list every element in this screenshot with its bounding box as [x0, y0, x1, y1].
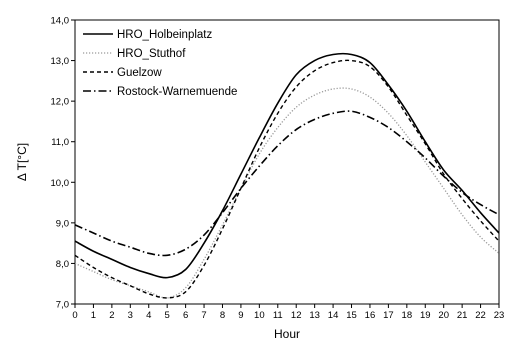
x-tick-label: 23	[494, 310, 505, 321]
x-tick-label: 14	[328, 310, 339, 321]
axis-ticks: 0 1 2 3 4 5 6 7 8 9 10 11 12 13 14 15 16 17 18 19 20 21 22 237,…	[51, 16, 505, 322]
legend-label: HRO_Stuthof	[117, 48, 186, 60]
x-tick-label: 18	[402, 310, 413, 321]
series-line-2	[74, 87, 500, 299]
y-tick-label: 12,0	[51, 97, 70, 108]
y-axis-label: Δ T[°C]	[15, 143, 29, 181]
x-tick-label: 12	[291, 310, 302, 321]
x-axis-label: Hour	[274, 327, 300, 339]
plot-frame	[74, 19, 500, 305]
legend: HRO_Holbeinplatz HRO_Stuthof Guelzow Rostoc…	[83, 29, 237, 98]
x-tick-label: 22	[475, 310, 486, 321]
x-tick-label: 1	[91, 310, 96, 321]
x-tick-label: 16	[365, 310, 376, 321]
y-tick-label: 7,0	[56, 300, 69, 311]
x-tick-label: 11	[273, 310, 283, 321]
x-tick-label: 19	[420, 310, 431, 321]
y-tick-label: 13,0	[51, 56, 70, 67]
x-tick-label: 21	[457, 310, 468, 321]
x-tick-label: 2	[109, 310, 114, 321]
x-tick-label: 4	[146, 310, 151, 321]
y-tick-label: 14,0	[51, 16, 70, 27]
legend-label: HRO_Holbeinplatz	[117, 29, 212, 41]
series-line-4	[74, 110, 500, 257]
x-tick-label: 15	[346, 310, 357, 321]
y-tick-label: 8,0	[56, 259, 69, 270]
x-tick-label: 13	[309, 310, 320, 321]
x-tick-label: 6	[183, 310, 188, 321]
legend-label: Guelzow	[117, 67, 162, 79]
x-tick-label: 5	[165, 310, 170, 321]
x-tick-label: 10	[254, 310, 265, 321]
series-line-1	[74, 52, 500, 279]
x-tick-label: 20	[438, 310, 449, 321]
x-tick-label: 3	[128, 310, 133, 321]
x-tick-label: 9	[238, 310, 243, 321]
x-tick-label: 0	[72, 310, 77, 321]
legend-label: Rostock-Warnemuende	[117, 86, 237, 98]
x-tick-label: 7	[201, 310, 206, 321]
x-tick-label: 17	[383, 310, 394, 321]
series-lines	[74, 52, 500, 299]
y-tick-label: 9,0	[56, 218, 69, 229]
y-tick-label: 11,0	[51, 137, 69, 148]
x-tick-label: 8	[220, 310, 225, 321]
y-tick-label: 10,0	[51, 178, 70, 189]
